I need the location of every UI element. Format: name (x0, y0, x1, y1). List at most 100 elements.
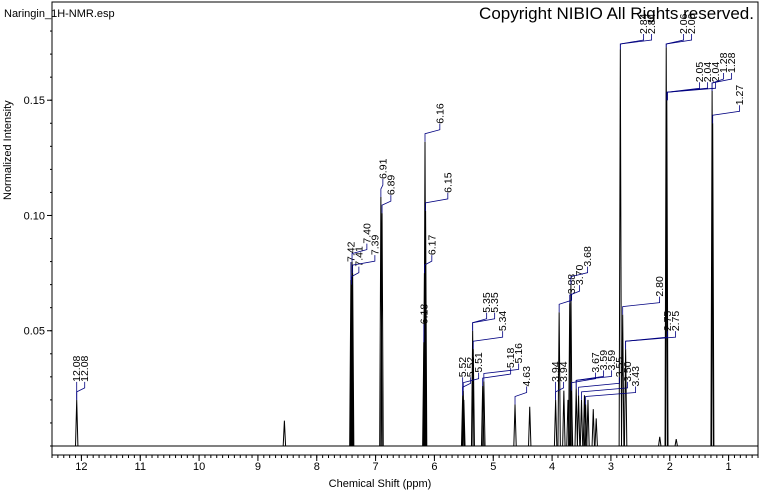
peak-label: 2.80 (654, 276, 666, 297)
peak-label-leader (665, 34, 685, 48)
peak-label-leader (555, 381, 565, 400)
peak-label-leader (581, 381, 629, 400)
x-tick-label: 1 (726, 461, 732, 473)
peak-label: 3.59 (598, 350, 610, 371)
spectrum-peak (576, 395, 581, 447)
peak-label-leader (571, 372, 597, 391)
peak-label: 3.94 (558, 361, 570, 382)
peak-label: 1.28 (726, 52, 738, 73)
peak-label: 6.18 (418, 304, 430, 325)
peak-label-leader (585, 386, 637, 405)
y-tick-label: 0.15 (24, 95, 45, 107)
file-name: Naringin_1H-NMR.esp (4, 8, 115, 20)
spectrum-peak (553, 399, 558, 447)
peak-label: 5.52 (457, 357, 469, 378)
peak-label: 5.18 (505, 347, 517, 368)
spectrum-peak (594, 418, 598, 447)
spectrum-peak (470, 330, 475, 447)
peak-label-leader (425, 192, 449, 211)
spectrum-peak (579, 399, 584, 447)
peak-label: 3.50 (622, 361, 634, 382)
peak-label-leader (619, 34, 653, 50)
peak-label-leader (711, 72, 733, 91)
peak-label-leader (482, 368, 512, 387)
spectrum-peak (623, 349, 628, 447)
peak-label-leader (483, 363, 520, 382)
peak-label: 5.35 (489, 292, 501, 313)
peak-label: 2.06 (678, 13, 690, 34)
peak-label-leader (381, 195, 392, 214)
peak-label-leader (472, 331, 504, 350)
peak-label: 3.43 (630, 366, 642, 387)
peak-label-leader (462, 372, 480, 391)
peak-label: 6.89 (385, 175, 397, 196)
spectrum-peak (471, 349, 475, 447)
peak-label: 7.39 (369, 235, 381, 256)
peak-label: 7.42 (345, 241, 357, 262)
peak-label: 1.27 (734, 85, 746, 106)
spectrum-peak (482, 381, 486, 447)
spectrum-peak (528, 406, 532, 447)
peak-label-leader (666, 82, 701, 101)
peak-label: 2.04 (702, 62, 714, 83)
x-tick-label: 5 (490, 461, 496, 473)
peak-label-leader (351, 243, 368, 262)
spectrum-group (52, 47, 758, 447)
spectrum-peak (674, 438, 678, 447)
spectrum-peak (557, 312, 561, 447)
peak-label-leader (462, 377, 472, 396)
x-tick-label: 10 (193, 461, 205, 473)
peak-label: 6.91 (377, 158, 389, 179)
spectrum-peak (574, 388, 578, 447)
peak-label-leader (622, 296, 661, 315)
peak-label: 5.16 (513, 343, 525, 364)
spectrum-peak (350, 261, 354, 447)
peak-label-leader (570, 266, 589, 285)
spectrum-peak (664, 47, 668, 447)
peak-label-leader (351, 266, 360, 285)
peak-label-leader (625, 331, 669, 350)
spectrum-peak (562, 390, 566, 447)
peak-label: 5.52 (465, 357, 477, 378)
x-tick-label: 7 (373, 461, 379, 473)
x-tick-label: 12 (75, 461, 87, 473)
peak-label: 3.59 (606, 350, 618, 371)
spectrum-peak (282, 420, 287, 447)
axes-group: 12 11 10 9 8 7 6 5 4 3 2 1 0.15 0.10 0.05 (24, 1, 759, 473)
peak-label-leader (575, 370, 613, 389)
peak-label-leader (424, 255, 433, 274)
peak-label: 6.17 (426, 235, 438, 256)
peak-label: 2.84 (646, 13, 658, 34)
spectrum-peak (513, 404, 517, 447)
x-tick-label: 9 (255, 461, 261, 473)
copyright-notice: Copyright NIBIO All Rights reserved. (479, 4, 754, 23)
peak-label-leader (666, 82, 709, 101)
peak-label: 2.75 (670, 311, 682, 332)
spectrum-peak (569, 390, 574, 447)
spectrum-peak (586, 399, 590, 447)
peak-label-leader (472, 312, 496, 331)
peak-label: 2.06 (686, 13, 698, 34)
x-tick-label: 8 (314, 461, 320, 473)
peak-label-leader (352, 255, 376, 274)
spectrum-peak (618, 49, 623, 447)
x-tick-label: 4 (549, 461, 555, 473)
x-tick-label: 2 (667, 461, 673, 473)
peak-label-leader (569, 285, 581, 304)
peak-label: 4.63 (521, 366, 533, 387)
peak-label: 2.84 (638, 13, 650, 34)
x-tick-label: 11 (135, 461, 146, 473)
peak-label: 1.28 (718, 52, 730, 73)
peak-label-leader (380, 179, 384, 198)
spectrum-peak (710, 90, 714, 447)
peak-label: 3.67 (590, 352, 602, 373)
peak-label-leader (578, 377, 621, 396)
y-tick-label: 0.10 (24, 210, 45, 222)
peak-label-leader (666, 82, 717, 101)
peak-label: 3.55 (614, 357, 626, 378)
spectrum-peak (591, 409, 595, 447)
peak-label: 3.94 (550, 361, 562, 382)
x-tick-label: 3 (608, 461, 614, 473)
peak-label-leader (712, 105, 741, 124)
